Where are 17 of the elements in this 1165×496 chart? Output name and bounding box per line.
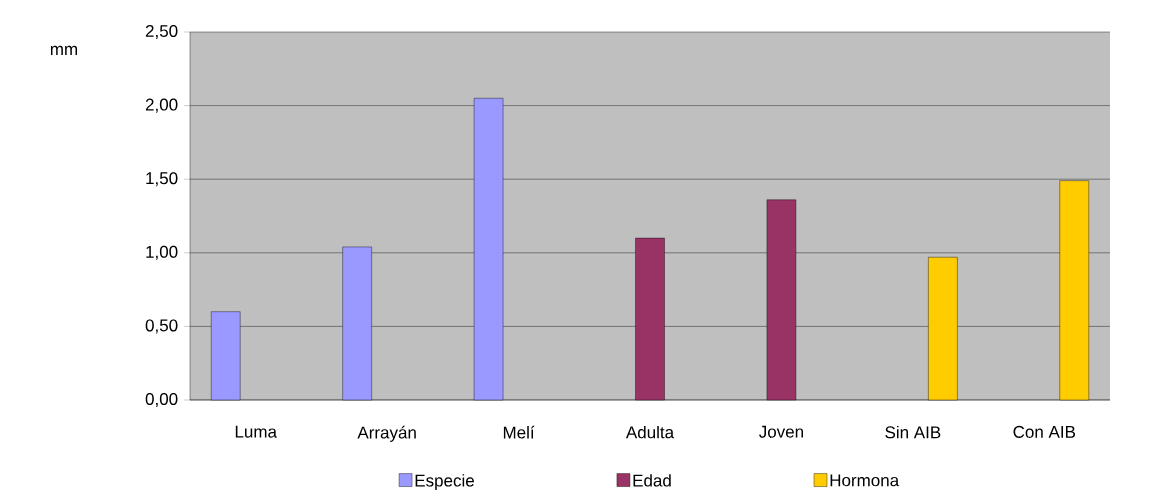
y-tick-label: 0,50 [145,319,178,334]
x-tick-label: Joven [759,425,803,438]
y-tick-label: 0,00 [145,392,178,408]
y-axis-title: mm [50,45,78,55]
y-tick-label: 2,50 [145,24,178,40]
legend-label: Hormona [830,474,900,487]
y-tick-label: 1,00 [146,245,178,260]
x-tick-label: Arrayán [357,425,416,442]
legend-label: Especie [415,474,474,490]
x-tick-label: Adulta [625,425,675,439]
y-tick-label: 1,50 [146,172,178,187]
x-tick-label: Luma [235,425,277,438]
x-tick-label: Con AIB [1013,425,1076,438]
x-tick-label: Sin AIB [885,425,941,439]
x-tick-label: Melí [503,425,535,439]
y-tick-label: 2,00 [145,98,178,113]
legend-label: Edad [633,474,671,487]
